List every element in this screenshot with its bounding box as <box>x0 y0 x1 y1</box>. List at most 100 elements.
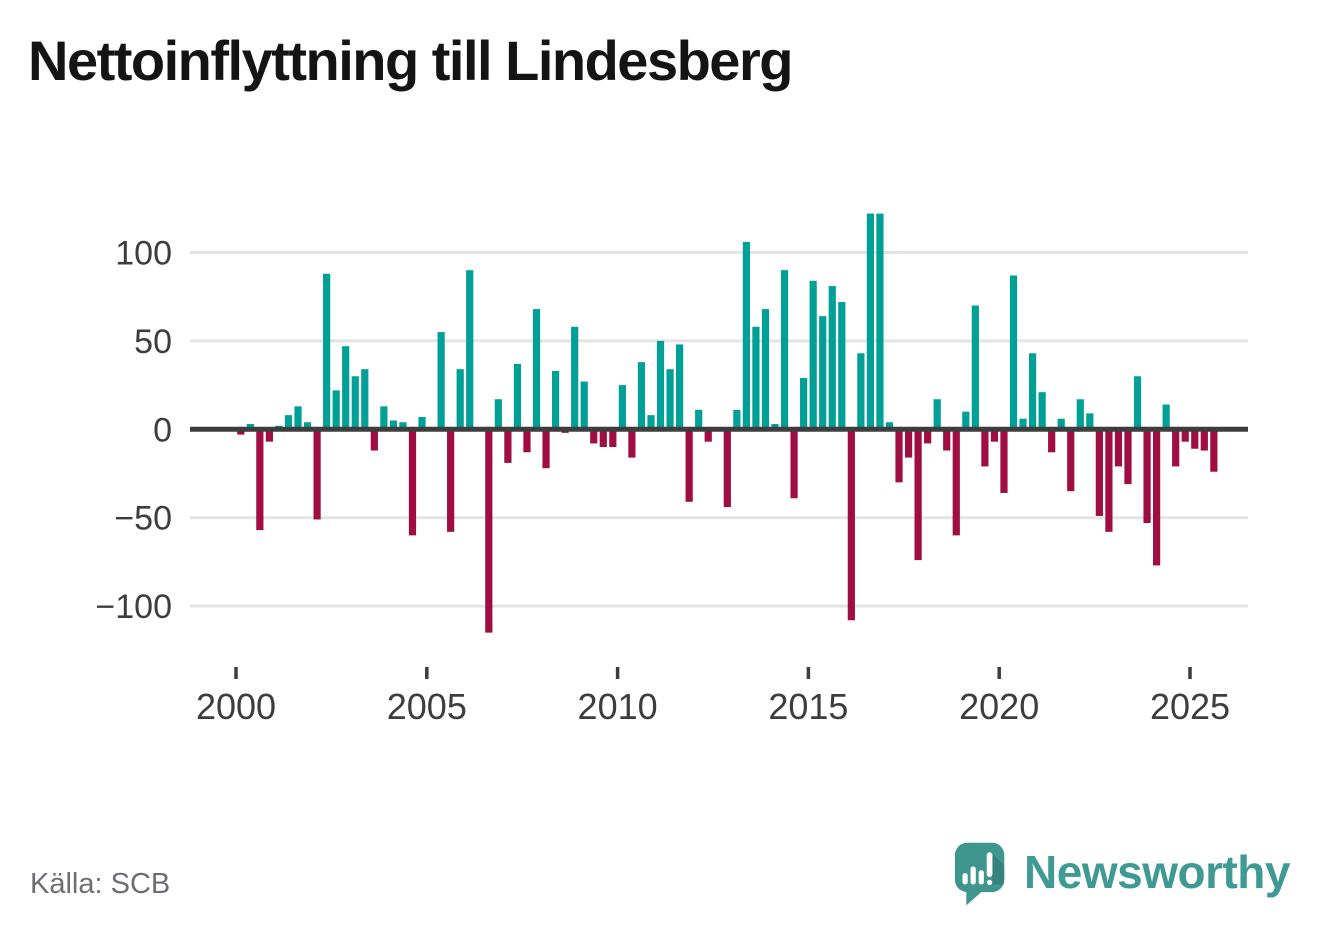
x-tick-label: 2005 <box>387 686 467 727</box>
bar-2006-Q3 <box>485 429 493 633</box>
source-note: Källa: SCB <box>30 868 171 900</box>
bar-2023-Q4 <box>1143 429 1151 523</box>
bar-2024-Q1 <box>1153 429 1161 566</box>
chart-title: Nettoinflyttning till Lindesberg <box>28 29 793 92</box>
bar-2001-Q3 <box>294 406 302 430</box>
bar-2003-Q3 <box>370 429 378 451</box>
bar-2018-Q3 <box>943 429 951 451</box>
logo-exclamation-icon <box>986 852 993 877</box>
bar-2010-Q3 <box>637 362 646 430</box>
bar-2025-Q2 <box>1200 429 1208 451</box>
bar-2019-Q1 <box>962 411 970 430</box>
bar-2014-Q2 <box>780 270 789 430</box>
y-tick-label: 0 <box>153 411 172 449</box>
x-tick-label: 2015 <box>768 686 848 727</box>
logo-bar-3 <box>978 870 984 885</box>
newsworthy-bubble-icon <box>954 842 1005 906</box>
bar-2007-Q1 <box>504 429 512 463</box>
bar-2015-Q1 <box>809 280 817 430</box>
bar-2010-Q4 <box>647 415 655 430</box>
bar-2007-Q4 <box>532 309 541 430</box>
bar-2015-Q4 <box>838 302 846 430</box>
bar-2019-Q2 <box>971 305 979 430</box>
bar-2025-Q3 <box>1210 429 1218 472</box>
bar-2004-Q4 <box>418 416 426 430</box>
bar-2005-Q2 <box>437 332 445 430</box>
bar-2019-Q3 <box>981 429 989 467</box>
bar-2013-Q4 <box>761 309 770 430</box>
bar-2010-Q2 <box>628 429 636 458</box>
bar-2011-Q3 <box>676 344 684 430</box>
bar-2022-Q2 <box>1086 413 1094 430</box>
bar-2002-Q1 <box>313 429 321 520</box>
newsworthy-logo: Newsworthy <box>953 840 1290 910</box>
bar-2014-Q3 <box>790 429 798 499</box>
y-tick-label: 100 <box>115 235 172 273</box>
bar-2018-Q4 <box>952 429 960 536</box>
bar-2014-Q1 <box>771 424 779 430</box>
bar-2019-Q4 <box>990 429 999 442</box>
bar-2011-Q4 <box>685 429 693 502</box>
bar-2002-Q3 <box>332 390 340 430</box>
bar-2010-Q1 <box>618 385 626 430</box>
bar-2016-Q1 <box>847 429 855 621</box>
bar-chart: 100 50 0 −50 −100 2000 2005 2010 2015 2020 2025 <box>95 213 1248 727</box>
bar-2012-Q4 <box>723 429 731 508</box>
bar-2000-Q1 <box>237 429 245 435</box>
bar-2009-Q2 <box>590 429 598 444</box>
bar-2020-Q4 <box>1028 353 1037 430</box>
bar-2008-Q1 <box>542 429 550 469</box>
logo-wordmark: Newsworthy <box>1024 846 1290 898</box>
y-tick-label: 50 <box>134 323 172 361</box>
logo-bar-2 <box>970 866 976 885</box>
bar-2005-Q3 <box>447 429 455 532</box>
bar-2017-Q2 <box>895 429 903 483</box>
bar-2002-Q2 <box>323 273 331 430</box>
bar-2003-Q2 <box>361 369 369 430</box>
logo-exclamation-dot <box>987 879 993 885</box>
bar-2016-Q3 <box>866 213 875 430</box>
x-tick-label: 2010 <box>578 686 658 727</box>
bar-2015-Q2 <box>819 316 827 430</box>
y-tick-label: −50 <box>114 500 172 538</box>
bar-2000-Q4 <box>265 429 273 442</box>
logo-bar-1 <box>962 873 968 885</box>
bar-2013-Q1 <box>733 409 741 430</box>
bar-2004-Q3 <box>408 429 417 536</box>
x-tick-label: 2020 <box>959 686 1039 727</box>
bar-2021-Q3 <box>1057 418 1065 430</box>
bar-2022-Q4 <box>1105 429 1113 532</box>
bar-2003-Q1 <box>351 376 359 430</box>
bar-2018-Q2 <box>933 399 941 430</box>
bar-2005-Q4 <box>456 369 464 430</box>
bar-2011-Q2 <box>666 369 674 430</box>
bar-2012-Q1 <box>695 409 703 430</box>
bar-2025-Q1 <box>1191 429 1199 449</box>
bar-2001-Q2 <box>284 415 293 430</box>
bar-2022-Q1 <box>1076 399 1084 430</box>
bar-2000-Q2 <box>246 424 254 430</box>
bar-2017-Q3 <box>904 429 913 458</box>
bar-2023-Q2 <box>1124 429 1132 485</box>
bar-2016-Q2 <box>857 353 865 430</box>
bar-2014-Q4 <box>800 378 808 430</box>
bar-2021-Q2 <box>1048 429 1056 453</box>
chart-canvas: 100 50 0 −50 −100 2000 2005 2010 2015 2020 2025 <box>95 213 1248 727</box>
bar-2018-Q1 <box>924 429 932 444</box>
bar-2020-Q2 <box>1009 275 1018 430</box>
bar-2009-Q1 <box>580 381 588 430</box>
bar-2003-Q4 <box>380 406 388 430</box>
bar-2009-Q4 <box>609 429 617 447</box>
bar-2024-Q4 <box>1181 429 1189 442</box>
bar-2017-Q1 <box>885 422 894 430</box>
bar-2008-Q4 <box>571 326 579 430</box>
bar-2001-Q4 <box>303 422 312 430</box>
bar-2022-Q3 <box>1095 429 1103 516</box>
bar-2007-Q2 <box>513 363 522 430</box>
bar-2021-Q4 <box>1067 429 1075 492</box>
bar-2024-Q3 <box>1172 429 1180 467</box>
bar-2006-Q4 <box>494 399 502 430</box>
x-tick-label: 2000 <box>196 686 276 727</box>
bar-2007-Q3 <box>523 429 531 453</box>
